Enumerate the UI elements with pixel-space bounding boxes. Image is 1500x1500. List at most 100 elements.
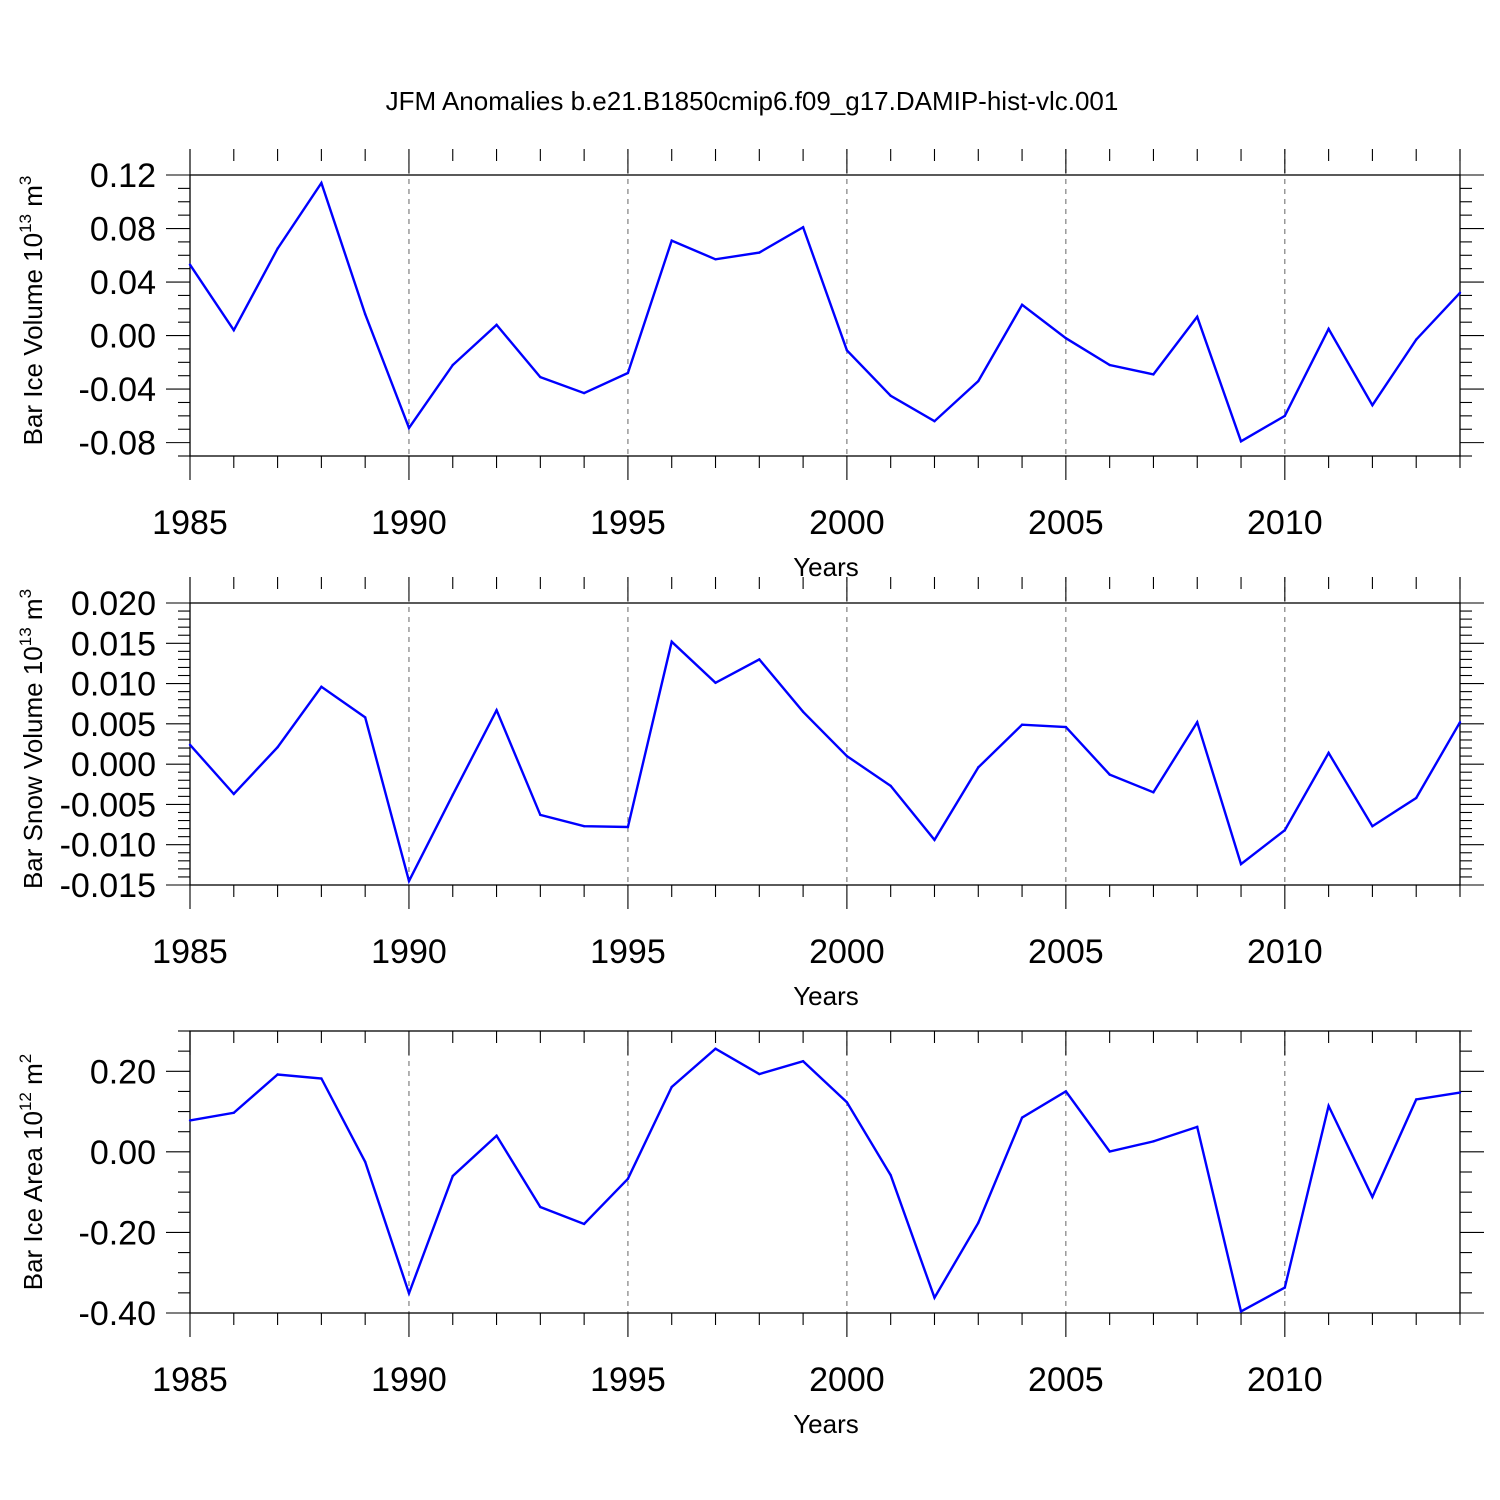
x-tick-label: 2005 xyxy=(1028,933,1104,971)
x-tick-label: 2010 xyxy=(1247,504,1323,542)
data-point xyxy=(1108,363,1111,367)
data-point xyxy=(801,225,805,229)
x-axis-title: Years xyxy=(793,552,859,582)
x-tick-label: 2000 xyxy=(809,504,885,542)
data-point xyxy=(845,754,849,758)
x-tick-label: 2010 xyxy=(1247,1361,1323,1399)
data-point xyxy=(1283,1286,1287,1289)
y-tick-label: 0.12 xyxy=(90,157,156,195)
y-axis-title: Bar Snow Volume 1013 m3 xyxy=(16,589,48,889)
x-tick-label: 1985 xyxy=(152,504,228,542)
data-point xyxy=(276,1073,279,1076)
data-point xyxy=(670,1085,673,1089)
x-axis-title: Years xyxy=(793,1409,859,1439)
data-point xyxy=(1239,862,1243,866)
y-tick-label: 0.010 xyxy=(71,666,156,704)
y-tick-label: -0.08 xyxy=(79,425,157,463)
data-point xyxy=(539,375,542,379)
y-axis-title: Bar Ice Area 1012 m2 xyxy=(16,1054,48,1291)
x-tick-label: 1995 xyxy=(590,933,666,971)
data-point xyxy=(363,716,367,719)
data-point xyxy=(582,1222,586,1226)
y-tick-label: -0.40 xyxy=(79,1295,157,1333)
data-point xyxy=(1064,337,1068,340)
data-point xyxy=(933,420,936,423)
y-tick-label: -0.005 xyxy=(60,786,156,824)
y-tick-label: 0.08 xyxy=(90,211,156,249)
data-point xyxy=(714,1047,717,1050)
y-tick-label: 0.020 xyxy=(71,585,156,623)
x-tick-label: 2000 xyxy=(809,933,885,971)
data-point xyxy=(451,363,454,367)
panel-2: 1985 1990 1995 2000 2005 2010 Years -0.015-0.01… xyxy=(16,577,1484,1011)
x-tick-label: 1990 xyxy=(371,1361,447,1399)
y-tick-label: -0.015 xyxy=(60,867,156,905)
x-tick-label: 1995 xyxy=(590,1361,666,1399)
data-point xyxy=(1327,327,1330,331)
data-point xyxy=(1371,1195,1374,1199)
x-tick-label: 2010 xyxy=(1247,933,1323,971)
panel-1: 1985 1990 1995 2000 2005 2010 Years -0.08 -0.04 0… xyxy=(16,149,1484,582)
y-tick-label: 0.00 xyxy=(90,1134,156,1172)
data-point xyxy=(276,746,279,749)
y-axis-title-exponent: 12 xyxy=(16,1092,35,1111)
x-tick-label: 2000 xyxy=(809,1361,885,1399)
data-point xyxy=(977,379,980,383)
data-point xyxy=(407,879,411,883)
data-point xyxy=(1415,1098,1418,1101)
data-point xyxy=(1196,1125,1199,1129)
data-point xyxy=(889,784,892,788)
data-point xyxy=(320,181,323,185)
data-point xyxy=(1108,1150,1111,1153)
y-tick-label: 0.20 xyxy=(90,1053,156,1091)
data-point xyxy=(1283,829,1287,832)
y-axis-title-unit: m xyxy=(18,598,48,627)
data-point xyxy=(977,766,980,769)
y-tick-label: 0.000 xyxy=(71,746,156,784)
x-tick-label: 1985 xyxy=(152,933,228,971)
data-point xyxy=(889,394,892,397)
y-axis-title-main: Bar Ice Volume 10 xyxy=(18,233,48,445)
data-point xyxy=(845,349,849,352)
x-tick-label: 1985 xyxy=(152,1361,228,1399)
data-point xyxy=(276,247,279,250)
data-point xyxy=(495,323,498,327)
y-axis-title-exponent: 13 xyxy=(16,214,35,233)
data-point xyxy=(1239,440,1243,443)
panel-3: 1985 1990 1995 2000 2005 2010 Years -0.40 -0.20 0… xyxy=(16,1030,1484,1439)
data-point xyxy=(626,371,630,375)
data-point xyxy=(1020,1116,1024,1119)
y-tick-label: 0.00 xyxy=(90,318,156,356)
data-point xyxy=(845,1101,849,1104)
x-tick-label: 1990 xyxy=(371,933,447,971)
data-point xyxy=(232,1111,235,1114)
data-point xyxy=(232,329,235,332)
data-point xyxy=(977,1221,980,1224)
x-tick-label: 1995 xyxy=(590,504,666,542)
data-point xyxy=(801,710,805,713)
data-point xyxy=(758,1072,761,1076)
data-point xyxy=(188,743,192,747)
data-point xyxy=(539,1205,542,1209)
data-point xyxy=(714,681,717,684)
panels: 1985 1990 1995 2000 2005 2010 Years -0.08 -0.04 0… xyxy=(16,149,1484,1439)
data-point xyxy=(889,1174,892,1177)
data-point xyxy=(1371,824,1374,828)
y-axis-title-unit-exponent: 3 xyxy=(16,589,35,598)
y-axis-title-unit: m xyxy=(18,1063,48,1092)
data-point xyxy=(1327,751,1330,755)
data-point xyxy=(1458,291,1462,294)
data-point xyxy=(320,685,323,688)
data-point xyxy=(582,824,586,828)
data-point xyxy=(188,1119,192,1122)
data-point xyxy=(1064,725,1068,729)
data-point xyxy=(363,1160,367,1164)
plot-frame xyxy=(189,174,1461,457)
data-point xyxy=(495,708,498,712)
y-tick-label: 0.005 xyxy=(71,706,156,744)
data-point xyxy=(1064,1090,1068,1093)
data-point xyxy=(933,1296,936,1299)
series-line xyxy=(189,1047,1461,1314)
y-axis-title-exponent: 13 xyxy=(16,627,35,646)
